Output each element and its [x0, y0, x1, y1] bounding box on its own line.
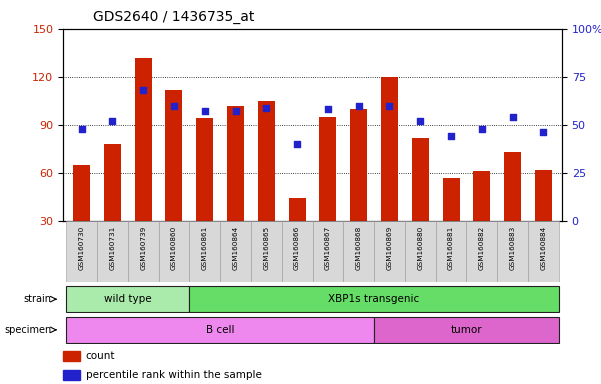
Bar	[528, 221, 559, 282]
Text: GSM160880: GSM160880	[417, 226, 423, 270]
Bar	[63, 351, 79, 361]
Point	[169, 103, 178, 109]
Text: GSM160881: GSM160881	[448, 226, 454, 270]
Bar	[159, 221, 189, 282]
Point	[354, 103, 364, 109]
Text: B cell: B cell	[206, 325, 234, 335]
Bar	[282, 221, 313, 282]
Bar	[313, 221, 343, 282]
Text: GSM160867: GSM160867	[325, 226, 331, 270]
Text: GSM160865: GSM160865	[263, 226, 269, 270]
Bar	[189, 221, 220, 282]
Point	[292, 141, 302, 147]
Text: GSM160860: GSM160860	[171, 226, 177, 270]
Point	[261, 104, 271, 111]
Text: GSM160868: GSM160868	[356, 226, 362, 270]
Point	[477, 126, 487, 132]
Bar	[128, 221, 159, 282]
Point	[323, 106, 333, 113]
Text: GSM160861: GSM160861	[202, 226, 208, 270]
Bar	[97, 221, 128, 282]
Text: GSM160883: GSM160883	[510, 226, 516, 270]
Bar	[104, 144, 121, 221]
Bar	[374, 221, 405, 282]
Bar	[63, 370, 79, 380]
Text: GSM160884: GSM160884	[540, 226, 546, 270]
Bar	[197, 118, 213, 221]
Bar	[66, 317, 374, 343]
Point	[138, 87, 148, 93]
Bar	[227, 106, 244, 221]
Point	[415, 118, 425, 124]
Bar	[66, 286, 189, 312]
Bar	[320, 117, 337, 221]
Text: GSM160864: GSM160864	[233, 226, 239, 270]
Bar	[73, 165, 90, 221]
Bar	[374, 317, 559, 343]
Bar	[466, 221, 497, 282]
Bar	[497, 221, 528, 282]
Point	[508, 114, 517, 120]
Text: wild type: wild type	[104, 294, 151, 304]
Bar	[405, 221, 436, 282]
Text: specimen: specimen	[4, 325, 52, 335]
Bar	[288, 199, 305, 221]
Text: XBP1s transgenic: XBP1s transgenic	[329, 294, 419, 304]
Text: tumor: tumor	[451, 325, 482, 335]
Bar	[220, 221, 251, 282]
Text: percentile rank within the sample: percentile rank within the sample	[85, 370, 261, 380]
Point	[538, 129, 548, 136]
Bar	[258, 101, 275, 221]
Text: GSM160866: GSM160866	[294, 226, 300, 270]
Point	[200, 108, 210, 114]
Bar	[442, 177, 460, 221]
Bar	[251, 221, 282, 282]
Bar	[66, 221, 97, 282]
Bar	[504, 152, 521, 221]
Bar	[474, 171, 490, 221]
Text: GSM160731: GSM160731	[109, 226, 115, 270]
Text: GSM160739: GSM160739	[140, 226, 146, 270]
Bar	[535, 170, 552, 221]
Text: strain: strain	[24, 294, 52, 304]
Text: GSM160882: GSM160882	[479, 226, 485, 270]
Text: GDS2640 / 1436735_at: GDS2640 / 1436735_at	[93, 10, 255, 23]
Bar	[381, 77, 398, 221]
Bar	[350, 109, 367, 221]
Point	[447, 133, 456, 139]
Bar	[436, 221, 466, 282]
Bar	[165, 89, 183, 221]
Point	[385, 103, 394, 109]
Text: GSM160869: GSM160869	[386, 226, 392, 270]
Point	[108, 118, 117, 124]
Text: GSM160730: GSM160730	[79, 226, 85, 270]
Text: count: count	[85, 351, 115, 361]
Bar	[135, 58, 151, 221]
Bar	[189, 286, 559, 312]
Bar	[343, 221, 374, 282]
Bar	[412, 137, 429, 221]
Point	[77, 126, 87, 132]
Point	[231, 108, 240, 114]
